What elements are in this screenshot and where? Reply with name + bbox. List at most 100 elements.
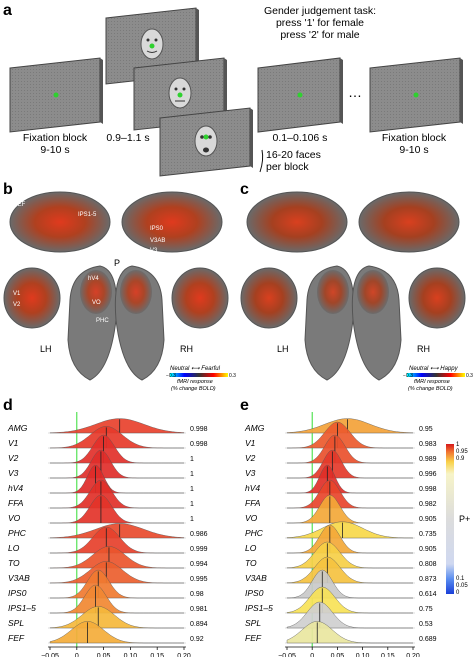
fixation-right-duration: 9-10 s — [399, 144, 428, 156]
legend-colorbar — [407, 373, 465, 377]
region-label: SPL — [8, 618, 24, 628]
ridge-density — [286, 556, 413, 584]
region-label: TO — [8, 558, 20, 568]
x-tick-label: 0.05 — [331, 653, 345, 657]
prob-value: 0.994 — [190, 561, 208, 568]
prob-value: 0.999 — [190, 546, 208, 553]
legend-max: 0.3 — [229, 373, 236, 379]
ridge-density — [50, 479, 184, 509]
panel-label-e: e — [240, 397, 249, 414]
ridge-density — [287, 524, 413, 554]
fixation-screen-right — [369, 57, 463, 133]
region-label: IPS0 — [8, 588, 27, 598]
x-tick-label: 0.10 — [124, 653, 138, 657]
ridge-density — [286, 418, 414, 434]
region-label: TO — [245, 558, 257, 568]
ridge-density — [50, 546, 184, 569]
roi-label-fef: FEF — [14, 202, 26, 208]
x-tick-label: 0.20 — [177, 653, 191, 657]
panel-label-c: c — [240, 181, 249, 198]
ridge-density — [49, 621, 184, 644]
chart-negative-valence: d AMG 0.998 V1 0.998 V2 1 V3 1 hV4 1 FFA 1 VO 1 PHC 0.9… — [3, 397, 208, 657]
roi-label-v2: V2 — [13, 302, 21, 308]
ridge-density — [286, 541, 413, 569]
prob-value: 0.998 — [190, 426, 208, 433]
legend-response: fMRI response — [177, 379, 213, 385]
pbar-tick-09: 0.9 — [456, 456, 465, 462]
prob-value: 0.689 — [419, 636, 437, 643]
prob-value: 1 — [190, 486, 194, 493]
region-label: VO — [245, 513, 258, 523]
ridge-density — [50, 526, 184, 554]
region-label: FEF — [245, 633, 262, 643]
roi-label-vo: VO — [92, 300, 101, 306]
pbar-tick-095: 0.95 — [456, 449, 468, 455]
ridge-density — [287, 434, 413, 464]
brain-left-lateral — [9, 191, 111, 253]
fixation-left-label: Fixation block — [23, 132, 88, 144]
pbar-tick-01: 0.1 — [456, 576, 465, 582]
ridge-density — [50, 494, 184, 524]
prob-value: 0.983 — [419, 441, 437, 448]
roi-label-ips0: IPS0 — [150, 226, 164, 232]
ridge-density — [287, 479, 413, 509]
stim-duration-label: 0.1–0.106 s — [273, 132, 328, 144]
prob-value: 0.981 — [190, 606, 208, 613]
prob-value: 0.894 — [190, 621, 208, 628]
ridge-density — [49, 426, 184, 449]
region-label: IPS1–5 — [8, 603, 36, 613]
region-label: AMG — [244, 423, 265, 433]
ridge-density — [50, 569, 184, 599]
prob-value: 0.735 — [419, 531, 437, 538]
region-label: FEF — [8, 633, 25, 643]
hemisphere-left: LH — [40, 344, 52, 354]
brain-right-occipital — [171, 267, 229, 329]
brain-left-occipital — [3, 267, 61, 329]
prob-value: 0.95 — [419, 426, 433, 433]
prob-value: 1 — [190, 501, 194, 508]
x-tick-label: −0.05 — [41, 653, 59, 657]
blank-screen — [257, 57, 343, 133]
region-label: V2 — [8, 453, 19, 463]
ridge-density — [49, 523, 185, 539]
face-screen-3 — [159, 107, 253, 177]
region-label: V1 — [245, 438, 256, 448]
region-label: V3 — [8, 468, 19, 478]
region-label: FFA — [245, 498, 261, 508]
legend-unit: (% change BOLD) — [408, 386, 453, 392]
ridge-density — [50, 434, 184, 464]
prob-value: 0.998 — [419, 486, 437, 493]
fixation-right-label: Fixation block — [382, 132, 447, 144]
legend-min: −0.3 — [403, 373, 413, 379]
ridge-density — [50, 449, 184, 479]
panel-b-brain-map: b FEF IPS1-5 IPS0 V3AB V3 V2 V1 LO TO hV… — [3, 181, 236, 392]
prob-value: 0.996 — [419, 471, 437, 478]
ridge-density — [287, 464, 413, 494]
prob-value: 0.982 — [419, 501, 437, 508]
prob-value: 0.92 — [190, 636, 204, 643]
prob-value: 0.75 — [419, 606, 433, 613]
brain-left-lateral — [246, 191, 348, 253]
prob-value: 0.995 — [190, 576, 208, 583]
x-tick-label: −0.05 — [278, 653, 296, 657]
region-label: IPS0 — [245, 588, 264, 598]
region-label: SPL — [245, 618, 261, 628]
legend-unit: (% change BOLD) — [171, 386, 216, 392]
prob-value: 1 — [190, 471, 194, 478]
prob-value: 1 — [190, 456, 194, 463]
task-title: Gender judgement task: — [264, 5, 376, 17]
ridge-density — [286, 569, 413, 599]
posterior-colorbar: 1 0.95 0.9 P+ 0.1 0.05 0 — [446, 442, 470, 596]
legend-response: fMRI response — [414, 379, 450, 385]
roi-label-p: P — [114, 258, 120, 268]
ellipsis: … — [348, 84, 362, 100]
legend-min: −0.3 — [166, 373, 176, 379]
panel-c-brain-map: c LH RH Neutral ⟷ Happy −0.3 0.3 fMRI re… — [240, 181, 473, 392]
prob-value: 0.989 — [419, 456, 437, 463]
region-label: V1 — [8, 438, 19, 448]
x-tick-label: 0 — [75, 653, 79, 657]
roi-label-v3: V3 — [150, 248, 158, 254]
isi-label: 0.9–1.1 s — [106, 132, 149, 144]
x-tick-label: 0 — [310, 653, 314, 657]
region-label: FFA — [8, 498, 24, 508]
